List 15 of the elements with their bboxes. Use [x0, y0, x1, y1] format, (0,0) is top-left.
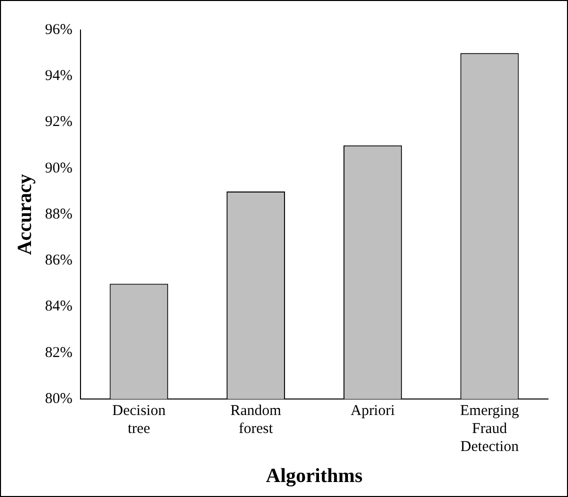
x-tick-label: Random forest: [230, 402, 282, 437]
y-tick-label: 82%: [44, 344, 72, 361]
x-tick-label: Apriori: [350, 402, 395, 419]
y-tick-label: 88%: [44, 206, 72, 222]
y-axis-title: Accuracy: [14, 174, 36, 256]
x-axis-title: Algorithms: [266, 465, 363, 488]
x-tick-label: Decision tree: [112, 402, 166, 437]
y-tick-label: 92%: [44, 114, 72, 130]
y-tick-label: 94%: [44, 68, 72, 84]
x-tick-label: Emerging Fraud Detection: [460, 402, 520, 455]
y-tick-label: 84%: [44, 298, 72, 315]
y-tick-label: 90%: [44, 160, 72, 176]
y-tick-label: 80%: [44, 390, 72, 407]
y-tick-label: 86%: [44, 252, 72, 269]
y-tick-label: 96%: [44, 22, 72, 38]
